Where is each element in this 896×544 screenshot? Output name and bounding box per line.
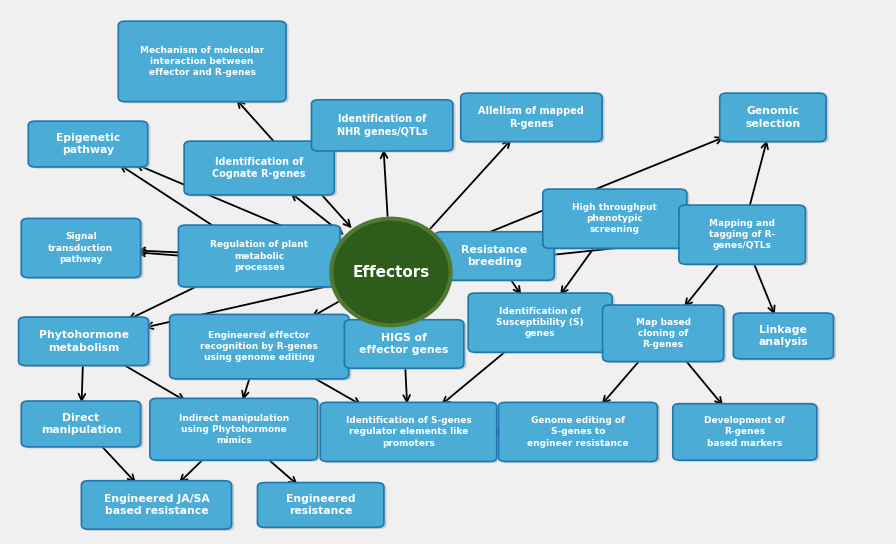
FancyBboxPatch shape <box>22 401 141 447</box>
FancyBboxPatch shape <box>29 121 148 167</box>
FancyBboxPatch shape <box>314 101 455 152</box>
FancyBboxPatch shape <box>257 483 383 527</box>
FancyBboxPatch shape <box>84 483 234 531</box>
FancyBboxPatch shape <box>344 320 464 368</box>
FancyBboxPatch shape <box>181 227 342 288</box>
FancyBboxPatch shape <box>320 403 496 461</box>
FancyBboxPatch shape <box>679 205 806 264</box>
Text: Genome editing of
S-genes to
engineer resistance: Genome editing of S-genes to engineer re… <box>527 416 629 448</box>
FancyBboxPatch shape <box>736 314 836 361</box>
FancyBboxPatch shape <box>605 307 727 363</box>
Text: Engineered JA/SA
based resistance: Engineered JA/SA based resistance <box>104 494 210 516</box>
FancyBboxPatch shape <box>172 316 351 380</box>
FancyBboxPatch shape <box>469 293 612 352</box>
Text: Allelism of mapped
R-genes: Allelism of mapped R-genes <box>478 106 584 128</box>
Text: Genomic
selection: Genomic selection <box>745 106 800 128</box>
FancyBboxPatch shape <box>186 143 337 196</box>
FancyBboxPatch shape <box>22 219 141 277</box>
Text: Engineered
resistance: Engineered resistance <box>286 494 356 516</box>
FancyBboxPatch shape <box>602 305 724 362</box>
FancyBboxPatch shape <box>260 484 386 529</box>
FancyBboxPatch shape <box>722 95 829 143</box>
FancyBboxPatch shape <box>19 317 149 366</box>
Text: Regulation of plant
metabolic
processes: Regulation of plant metabolic processes <box>211 240 308 271</box>
FancyBboxPatch shape <box>676 405 820 462</box>
Ellipse shape <box>332 219 451 325</box>
Text: Effectors: Effectors <box>352 264 429 280</box>
FancyBboxPatch shape <box>323 404 499 463</box>
Text: Engineered effector
recognition by R-genes
using genome editing: Engineered effector recognition by R-gen… <box>201 331 318 362</box>
Text: Identification of
NHR genes/QTLs: Identification of NHR genes/QTLs <box>337 114 427 137</box>
Text: Identification of S-genes
regulator elements like
promoters: Identification of S-genes regulator elem… <box>346 416 471 448</box>
Text: Signal
transduction
pathway: Signal transduction pathway <box>48 232 114 264</box>
Text: Linkage
analysis: Linkage analysis <box>759 325 808 347</box>
Text: Development of
R-genes
based markers: Development of R-genes based markers <box>704 416 785 448</box>
FancyBboxPatch shape <box>347 322 467 370</box>
FancyBboxPatch shape <box>121 23 289 103</box>
Text: Phytohormone
metabolism: Phytohormone metabolism <box>39 330 129 353</box>
FancyBboxPatch shape <box>719 93 826 141</box>
FancyBboxPatch shape <box>312 100 452 151</box>
Text: Mapping and
tagging of R-
genes/QTLs: Mapping and tagging of R- genes/QTLs <box>709 219 775 250</box>
Text: Map based
cloning of
R-genes: Map based cloning of R-genes <box>635 318 691 349</box>
FancyBboxPatch shape <box>82 481 231 529</box>
FancyBboxPatch shape <box>501 404 660 463</box>
FancyBboxPatch shape <box>673 404 817 460</box>
Text: High throughput
phenotypic
screening: High throughput phenotypic screening <box>573 203 658 234</box>
FancyBboxPatch shape <box>118 21 286 102</box>
Text: Indirect manipulation
using Phytohormone
mimics: Indirect manipulation using Phytohormone… <box>178 413 289 445</box>
FancyBboxPatch shape <box>546 191 690 250</box>
FancyBboxPatch shape <box>150 398 317 460</box>
FancyBboxPatch shape <box>543 189 687 248</box>
FancyBboxPatch shape <box>733 313 833 359</box>
Text: Direct
manipulation: Direct manipulation <box>40 413 121 435</box>
Text: Mechanism of molecular
interaction between
effector and R-genes: Mechanism of molecular interaction betwe… <box>140 46 264 77</box>
FancyBboxPatch shape <box>463 95 605 143</box>
FancyBboxPatch shape <box>22 319 151 367</box>
FancyBboxPatch shape <box>470 295 615 354</box>
FancyBboxPatch shape <box>178 225 340 287</box>
FancyBboxPatch shape <box>461 93 602 141</box>
FancyBboxPatch shape <box>498 403 658 461</box>
FancyBboxPatch shape <box>169 314 349 379</box>
FancyBboxPatch shape <box>24 403 143 448</box>
FancyBboxPatch shape <box>152 400 320 462</box>
FancyBboxPatch shape <box>24 220 143 279</box>
FancyBboxPatch shape <box>437 233 557 282</box>
FancyBboxPatch shape <box>682 207 808 266</box>
Text: Identification of
Susceptibility (S)
genes: Identification of Susceptibility (S) gen… <box>496 307 584 338</box>
Text: HIGS of
effector genes: HIGS of effector genes <box>359 333 449 355</box>
Text: Resistance
breeding: Resistance breeding <box>461 245 528 267</box>
FancyBboxPatch shape <box>30 123 151 169</box>
Text: Identification of
Cognate R-genes: Identification of Cognate R-genes <box>212 157 306 179</box>
FancyBboxPatch shape <box>185 141 334 195</box>
FancyBboxPatch shape <box>435 232 555 280</box>
Text: Epigenetic
pathway: Epigenetic pathway <box>56 133 120 155</box>
